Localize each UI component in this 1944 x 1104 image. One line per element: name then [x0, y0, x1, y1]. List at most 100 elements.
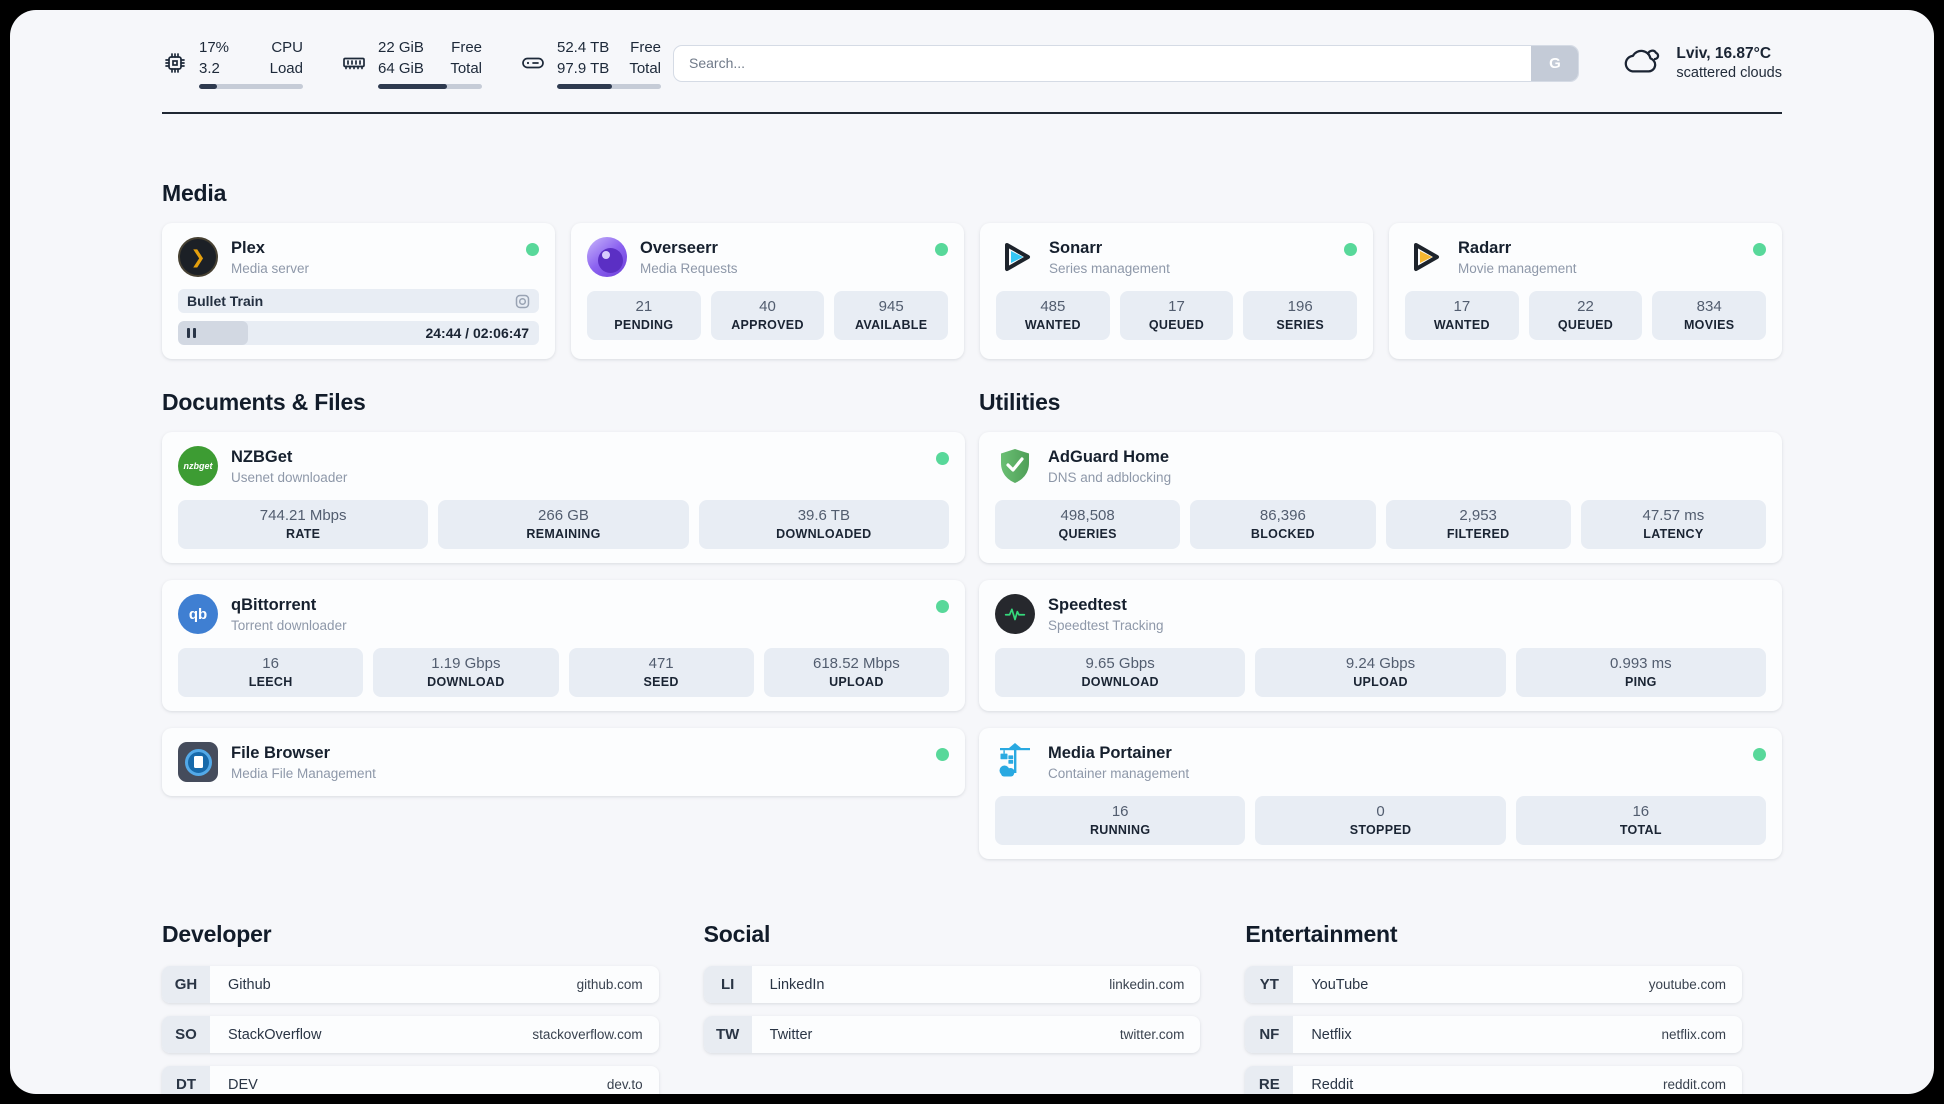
app-card-adguard[interactable]: AdGuard Home DNS and adblocking 498,508 …: [979, 432, 1782, 563]
app-subtitle: Speedtest Tracking: [1048, 617, 1164, 633]
header-divider: [162, 112, 1782, 114]
stat-running: 16 RUNNING: [995, 796, 1246, 845]
bookmark-abbr: YT: [1245, 966, 1294, 1003]
bookmark-abbr: RE: [1245, 1066, 1294, 1094]
bookmark-youtube[interactable]: YT YouTube youtube.com: [1245, 966, 1742, 1003]
app-title: AdGuard Home: [1048, 447, 1170, 466]
app-subtitle: Series management: [1049, 260, 1170, 276]
section-title-utilities: Utilities: [979, 389, 1061, 415]
bookmark-domain: youtube.com: [1648, 977, 1726, 992]
app-subtitle: Usenet downloader: [231, 469, 348, 485]
stat-filtered: 2,953 FILTERED: [1385, 500, 1571, 549]
bookmark-dev[interactable]: DT DEV dev.to: [162, 1066, 659, 1094]
bookmark-domain: stackoverflow.com: [532, 1027, 643, 1042]
bookmark-netflix[interactable]: NF Netflix netflix.com: [1245, 1016, 1742, 1053]
bookmark-name: DEV: [228, 1076, 258, 1093]
memory-icon: [341, 50, 367, 76]
weather-location-temp: Lviv, 16.87°C: [1676, 45, 1772, 62]
app-title: Sonarr: [1049, 238, 1103, 257]
pause-icon[interactable]: [187, 328, 196, 338]
stat-movies: 834 MOVIES: [1652, 291, 1767, 340]
app-subtitle: Torrent downloader: [231, 617, 347, 633]
bookmark-abbr: NF: [1245, 1016, 1294, 1053]
memory-progress-bar: [378, 84, 482, 89]
disk-total-value: 97.9 TB: [557, 60, 610, 77]
app-subtitle: Media server: [231, 260, 310, 276]
bookmark-name: Reddit: [1311, 1076, 1354, 1093]
qbittorrent-icon: qb: [178, 594, 218, 634]
disk-widget: 52.4 TB 97.9 TB Free Total: [520, 37, 661, 89]
search-input[interactable]: [674, 45, 1532, 81]
app-card-plex[interactable]: ❯ Plex Media server Bullet Train: [162, 223, 555, 359]
bookmark-name: Github: [228, 976, 271, 993]
bookmark-name: Twitter: [769, 1026, 813, 1043]
status-online-dot: [1753, 243, 1766, 256]
bookmark-stackoverflow[interactable]: SO StackOverflow stackoverflow.com: [162, 1016, 659, 1053]
load-label: Load: [269, 60, 303, 77]
app-subtitle: DNS and adblocking: [1048, 469, 1172, 485]
status-online-dot: [936, 600, 949, 613]
section-title-social: Social: [703, 921, 771, 947]
adguard-icon: [995, 446, 1035, 486]
overseerr-icon: [587, 237, 627, 277]
cpu-labels: CPU Load: [270, 37, 303, 79]
filebrowser-icon: [178, 742, 218, 782]
stat-downloaded: 39.6 TB DOWNLOADED: [698, 500, 949, 549]
status-online-dot: [1344, 243, 1357, 256]
app-title: qBittorrent: [231, 595, 317, 614]
bookmark-abbr: LI: [703, 966, 752, 1003]
memory-free-value: 22 GiB: [378, 39, 424, 56]
cast-icon[interactable]: [515, 294, 530, 309]
cpu-progress-fill: [199, 84, 217, 89]
stat-upload: 618.52 Mbps UPLOAD: [763, 648, 949, 697]
app-subtitle: Container management: [1048, 765, 1190, 781]
status-online-dot: [526, 243, 539, 256]
weather-widget: Lviv, 16.87°C scattered clouds: [1621, 45, 1782, 82]
cpu-label: CPU: [271, 39, 303, 56]
dashboard-page: 17% 3.2 CPU Load: [10, 10, 1934, 1094]
app-card-filebrowser[interactable]: File Browser Media File Management: [162, 728, 965, 796]
stat-pending: 21 PENDING: [587, 291, 701, 340]
app-card-overseerr[interactable]: Overseerr Media Requests 21 PENDING 40 A…: [571, 223, 964, 359]
disk-progress-bar: [557, 84, 661, 89]
memory-labels: Free Total: [450, 37, 482, 79]
app-card-qbittorrent[interactable]: qb qBittorrent Torrent downloader 16: [162, 580, 965, 711]
app-card-nzbget[interactable]: nzbget NZBGet Usenet downloader 744.21 M…: [162, 432, 965, 563]
app-card-sonarr[interactable]: Sonarr Series management 485 WANTED 17 Q…: [980, 223, 1373, 359]
stat-leech: 16 LEECH: [178, 648, 364, 697]
app-card-radarr[interactable]: Radarr Movie management 17 WANTED 22 QUE…: [1389, 223, 1782, 359]
bookmark-twitter[interactable]: TW Twitter twitter.com: [703, 1016, 1201, 1053]
now-playing-row: Bullet Train: [178, 289, 539, 313]
cpu-load-value: 3.2: [199, 60, 220, 77]
app-title: Radarr: [1458, 238, 1512, 257]
stat-total: 16 TOTAL: [1515, 796, 1766, 845]
disk-labels: Free Total: [629, 37, 661, 79]
disk-values: 52.4 TB 97.9 TB: [557, 37, 609, 79]
app-subtitle: Media Requests: [640, 260, 738, 276]
search-engine-button[interactable]: G: [1531, 45, 1579, 81]
app-card-portainer[interactable]: Media Portainer Container management 16 …: [979, 728, 1782, 859]
cpu-usage-value: 17%: [199, 39, 230, 56]
bookmark-reddit[interactable]: RE Reddit reddit.com: [1245, 1066, 1742, 1094]
bookmark-linkedin[interactable]: LI LinkedIn linkedin.com: [703, 966, 1201, 1003]
app-title: Overseerr: [640, 238, 718, 257]
cpu-widget: 17% 3.2 CPU Load: [162, 37, 303, 89]
playback-progress-bar[interactable]: 24:44 / 02:06:47: [178, 321, 539, 345]
playback-time: 24:44 / 02:06:47: [425, 325, 529, 341]
section-title-documents: Documents & Files: [162, 389, 366, 415]
media-grid: ❯ Plex Media server Bullet Train: [162, 223, 1782, 359]
status-online-dot: [935, 243, 948, 256]
bookmark-abbr: SO: [162, 1016, 210, 1053]
status-online-dot: [936, 452, 949, 465]
now-playing-title: Bullet Train: [187, 293, 264, 309]
disk-progress-fill: [557, 84, 613, 89]
stat-stopped: 0 STOPPED: [1255, 796, 1506, 845]
bookmark-name: Netflix: [1311, 1026, 1352, 1043]
section-title-developer: Developer: [162, 921, 272, 947]
stat-seed: 471 SEED: [568, 648, 754, 697]
bookmark-github[interactable]: GH Github github.com: [162, 966, 659, 1003]
stat-upload: 9.24 Gbps UPLOAD: [1255, 648, 1506, 697]
weather-condition: scattered clouds: [1676, 65, 1782, 81]
bookmark-name: LinkedIn: [769, 976, 825, 993]
app-card-speedtest[interactable]: Speedtest Speedtest Tracking 9.65 Gbps D…: [979, 580, 1782, 711]
